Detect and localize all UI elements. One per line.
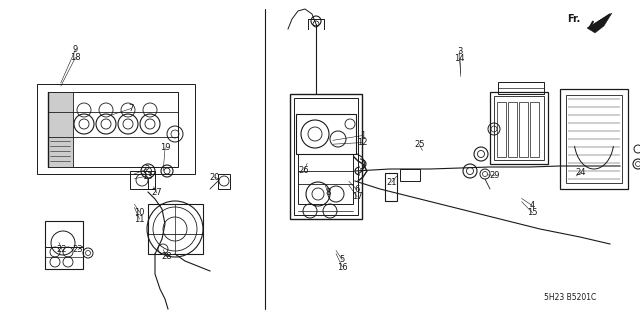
Text: 5H23 B5201C: 5H23 B5201C — [544, 293, 596, 301]
Text: 18: 18 — [70, 53, 81, 62]
Text: 17: 17 — [352, 192, 362, 201]
Text: 7: 7 — [129, 104, 134, 113]
Bar — [296, 114, 356, 154]
Bar — [294, 98, 358, 215]
Text: 28: 28 — [161, 252, 172, 261]
Bar — [48, 92, 73, 167]
Text: 16: 16 — [337, 263, 348, 271]
Text: 8: 8 — [325, 188, 330, 197]
Bar — [508, 102, 517, 157]
Bar — [218, 174, 230, 189]
Bar — [290, 94, 362, 219]
Bar — [494, 96, 544, 160]
Text: 27: 27 — [152, 189, 162, 197]
Text: 12: 12 — [357, 138, 367, 147]
Bar — [490, 92, 548, 164]
Polygon shape — [587, 13, 612, 33]
Bar — [37, 84, 195, 174]
Text: 9: 9 — [73, 45, 78, 54]
Text: 24: 24 — [576, 168, 586, 177]
Text: 11: 11 — [134, 215, 145, 224]
Bar — [130, 171, 155, 189]
Text: 22: 22 — [57, 245, 67, 254]
Bar — [400, 169, 420, 181]
Bar — [45, 221, 83, 269]
Text: 15: 15 — [527, 208, 538, 217]
Bar — [519, 102, 528, 157]
Text: Fr.: Fr. — [568, 14, 580, 24]
Text: 3: 3 — [457, 47, 462, 56]
Text: 4: 4 — [530, 201, 535, 210]
Text: 13: 13 — [142, 172, 152, 181]
Bar — [48, 92, 178, 167]
Bar — [560, 89, 628, 189]
Text: 19: 19 — [160, 143, 170, 152]
Text: 2: 2 — [145, 165, 150, 174]
Text: 20: 20 — [209, 173, 220, 182]
Text: 26: 26 — [299, 166, 309, 175]
Bar — [497, 102, 506, 157]
Text: 6: 6 — [355, 185, 360, 194]
Bar — [298, 154, 353, 204]
Text: 5: 5 — [340, 256, 345, 264]
Bar — [566, 95, 622, 183]
Bar — [530, 102, 539, 157]
Text: 10: 10 — [134, 208, 145, 217]
Text: 21: 21 — [387, 178, 397, 187]
Text: 29: 29 — [490, 171, 500, 180]
Bar — [385, 173, 397, 201]
Bar — [148, 204, 203, 254]
Text: 25: 25 — [414, 140, 424, 149]
Text: 14: 14 — [454, 54, 465, 63]
Bar — [498, 82, 544, 94]
Text: 23: 23 — [73, 245, 83, 254]
Text: 1: 1 — [360, 131, 365, 140]
